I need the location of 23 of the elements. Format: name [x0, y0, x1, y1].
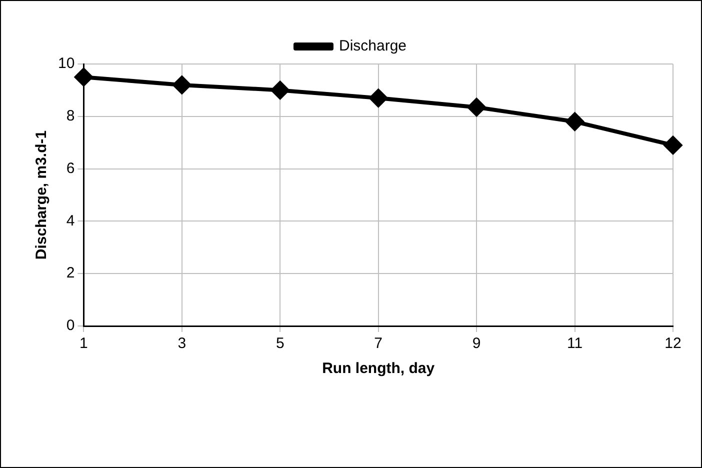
y-tick-label: 10: [58, 55, 75, 72]
x-tick-label: 3: [178, 335, 186, 352]
point: [566, 112, 584, 131]
x-tick-label: 1: [80, 335, 88, 352]
y-tick-label: 0: [66, 317, 75, 334]
x-tick-label: 7: [374, 335, 383, 352]
x-tick-label: 9: [472, 335, 481, 352]
legend-label: Discharge: [338, 38, 407, 55]
y-tick-label: 2: [66, 264, 75, 282]
x-tick-label: 12: [664, 335, 682, 352]
point: [172, 76, 191, 94]
point: [664, 136, 682, 154]
x-axis-title: Run length, day: [322, 360, 436, 378]
x-tick-label: 11: [566, 335, 583, 352]
x-tick-label: 5: [276, 335, 284, 352]
point: [369, 89, 388, 108]
y-tick-label: 4: [66, 212, 75, 230]
point: [468, 98, 486, 116]
point: [74, 68, 93, 86]
y-tick-label: 8: [66, 108, 75, 125]
y-tick-label: 6: [66, 160, 75, 177]
point: [271, 81, 290, 100]
y-axis-title: Discharge, m3.d-1: [33, 130, 50, 260]
